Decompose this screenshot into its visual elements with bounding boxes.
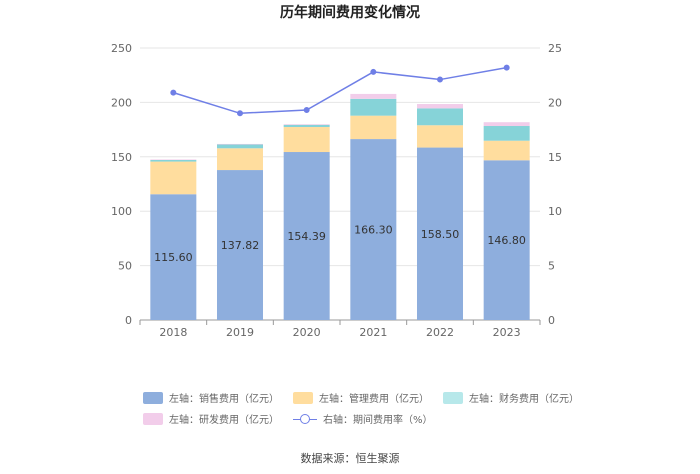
x-tick-label: 2022 <box>426 326 454 339</box>
bar-2021-s3 <box>350 93 397 99</box>
data-label: 158.50 <box>421 228 460 241</box>
legend-label-rnd: 左轴：研发费用（亿元） <box>169 415 279 426</box>
legend-swatch-admin <box>293 391 313 404</box>
bar-2020-s0 <box>283 152 330 320</box>
bar-2019-s2 <box>217 144 263 149</box>
ratio-point-2018 <box>170 89 177 96</box>
y-left-tick-label: 200 <box>111 96 132 109</box>
bar-2019-s0 <box>217 170 263 320</box>
legend-swatch-finance <box>443 391 463 404</box>
legend-label-admin: 左轴：管理费用（亿元） <box>319 394 429 405</box>
y-right-tick-label: 15 <box>548 151 562 164</box>
bar-2019-s3 <box>217 143 263 145</box>
bar-2022-s2 <box>417 108 463 126</box>
legend-label-sales: 左轴：销售费用（亿元） <box>169 394 279 405</box>
legend-row-1: 左轴：销售费用（亿元） 左轴：管理费用（亿元） 左轴：财务费用（亿元） <box>143 390 593 405</box>
data-label: 146.80 <box>487 234 526 247</box>
x-tick-label: 2021 <box>359 326 387 339</box>
bar-2022-s0 <box>417 147 463 320</box>
bar-2020-s2 <box>283 124 330 127</box>
y-left-tick-label: 0 <box>125 314 132 327</box>
bar-2022-s1 <box>417 125 463 148</box>
bar-2023-s2 <box>483 126 530 141</box>
bar-2023-s3 <box>483 122 530 127</box>
legend-swatch-sales <box>143 391 163 404</box>
bar-2021-s1 <box>350 115 397 140</box>
data-label: 137.82 <box>221 239 260 252</box>
legend-item-sales[interactable]: 左轴：销售费用（亿元） <box>143 390 279 405</box>
data-source: 数据来源：恒生聚源 <box>300 452 400 465</box>
ratio-point-2019 <box>237 110 243 117</box>
bar-2018-s0 <box>150 194 197 320</box>
x-tick-label: 2020 <box>293 326 321 339</box>
legend-item-admin[interactable]: 左轴：管理费用（亿元） <box>293 390 429 405</box>
legend-label-ratio: 右轴：期间费用率（%） <box>323 415 433 426</box>
bar-2023-s0 <box>483 160 530 320</box>
bar-2021-s0 <box>350 139 397 320</box>
legend-item-rnd[interactable]: 左轴：研发费用（亿元） <box>143 411 279 426</box>
bar-2022-s3 <box>417 104 463 109</box>
legend-item-finance[interactable]: 左轴：财务费用（亿元） <box>443 390 579 405</box>
legend-row-2: 左轴：研发费用（亿元） 右轴：期间费用率（%） <box>143 411 447 426</box>
legend-swatch-rnd <box>143 412 163 425</box>
ratio-point-2021 <box>370 68 377 75</box>
data-label: 115.60 <box>154 251 193 264</box>
bar-2019-s1 <box>217 148 263 171</box>
y-left-tick-label: 100 <box>111 205 132 218</box>
bar-2018-s1 <box>150 161 197 195</box>
legend-item-ratio[interactable]: 右轴：期间费用率（%） <box>293 411 433 426</box>
data-label: 154.39 <box>287 230 326 243</box>
data-label: 166.30 <box>354 224 393 237</box>
bar-2023-s1 <box>483 140 530 161</box>
y-right-tick-label: 0 <box>548 314 555 327</box>
ratio-point-2023 <box>503 64 510 71</box>
legend-label-finance: 左轴：财务费用（亿元） <box>469 394 579 405</box>
y-right-tick-label: 5 <box>548 260 555 273</box>
y-right-tick-label: 20 <box>548 96 562 109</box>
bar-2018-s3 <box>150 159 197 160</box>
bar-2021-s2 <box>350 98 397 116</box>
bar-2020-s1 <box>283 126 330 153</box>
x-tick-label: 2023 <box>493 326 521 339</box>
ratio-line <box>173 66 507 115</box>
y-left-tick-label: 150 <box>111 151 132 164</box>
ratio-point-2022 <box>437 76 443 83</box>
y-left-tick-label: 250 <box>111 42 132 55</box>
bar-2018-s2 <box>150 159 197 162</box>
y-right-tick-label: 10 <box>548 205 562 218</box>
chart-title: 历年期间费用变化情况 <box>280 5 420 21</box>
legend-swatch-ratio <box>293 413 317 425</box>
y-right-tick-label: 25 <box>548 42 562 55</box>
x-tick-label: 2019 <box>226 326 254 339</box>
y-left-tick-label: 50 <box>118 260 132 273</box>
ratio-point-2020 <box>303 107 310 114</box>
bar-2020-s3 <box>283 124 330 125</box>
x-tick-label: 2018 <box>159 326 187 339</box>
